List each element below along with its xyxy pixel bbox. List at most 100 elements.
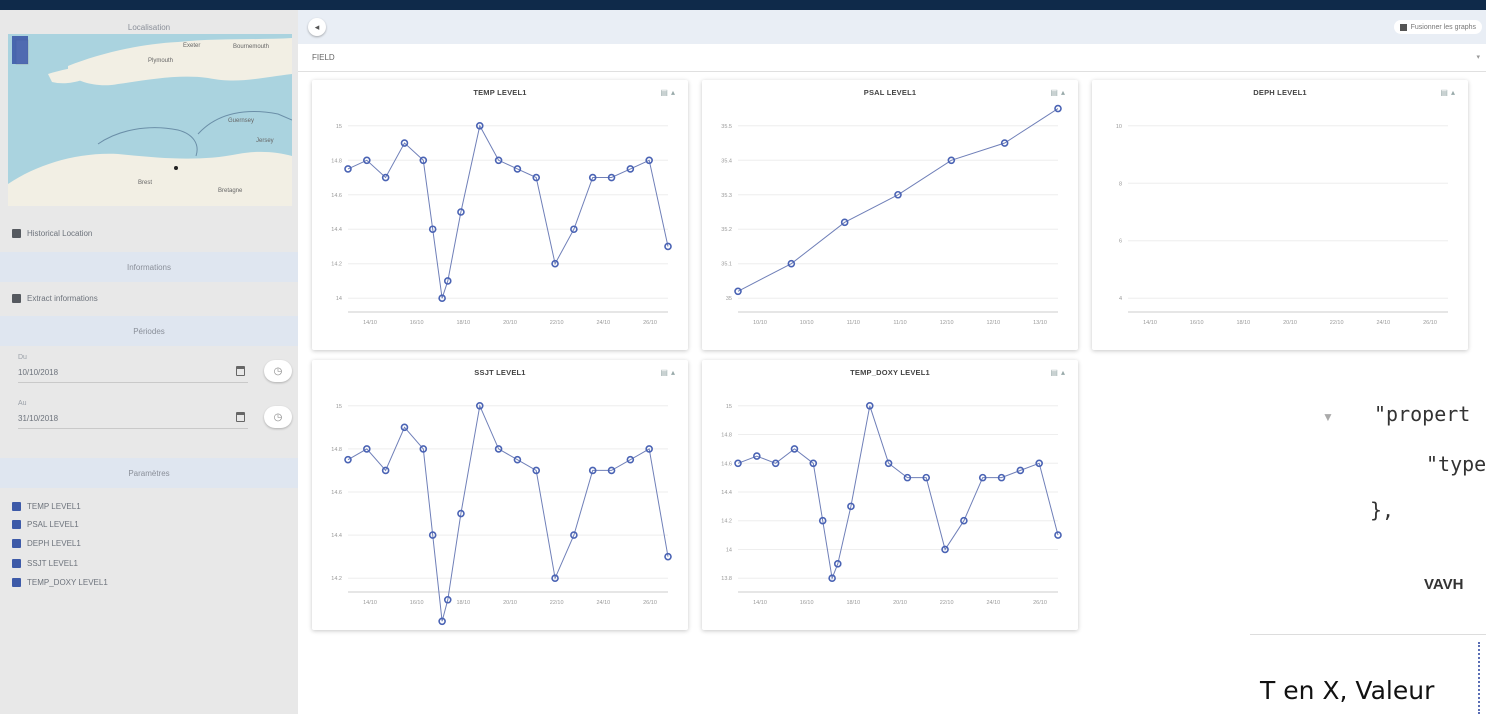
field-select[interactable]: FIELD ▾	[298, 44, 1486, 72]
data-point	[787, 259, 796, 268]
clock-icon[interactable]: ◷	[264, 360, 292, 382]
data-point	[1054, 531, 1062, 539]
chart-svg: 15 14.8 14.6 14.4 14.2 14/10 16/10 18/10 20/10 22…	[331, 401, 672, 626]
data-point	[428, 225, 437, 234]
data-point	[734, 287, 742, 296]
y-tick-label: 35.2	[721, 227, 732, 233]
date-from-field[interactable]: Du 10/10/2018 ◷	[14, 354, 292, 394]
map-label-7: Bretagne	[218, 188, 243, 194]
data-point	[664, 552, 672, 561]
data-point	[532, 173, 541, 182]
data-point	[381, 173, 390, 182]
chevron-down-icon[interactable]: ▾	[1476, 54, 1480, 61]
x-tick-label: 16/10	[800, 600, 814, 606]
y-tick-label: 14.2	[331, 576, 342, 582]
chart-svg: 10 8 6 4 14/10 16/10 18/10 20/10 22/10 24/10 26/10	[1116, 124, 1448, 326]
clock-icon[interactable]: ◷	[264, 406, 292, 428]
y-tick-label: 35.5	[721, 124, 732, 130]
data-point	[344, 455, 352, 464]
param-label: SSJT LEVEL1	[27, 558, 78, 568]
historical-checkbox[interactable]	[12, 228, 21, 238]
param-checkbox[interactable]	[12, 501, 21, 511]
x-tick-label: 20/10	[503, 600, 517, 606]
data-point	[494, 445, 503, 453]
location-map[interactable]: Exeter Plymouth Bournemouth Guernsey Jer…	[8, 34, 292, 206]
y-tick-label: 14.6	[331, 490, 342, 496]
x-tick-label: 12/10	[940, 320, 954, 326]
data-point	[840, 218, 849, 227]
chart-svg: 15 14.8 14.6 14.4 14.2 14 14/10 16/10 18/10 20/10…	[331, 121, 672, 326]
y-tick-label: 14	[336, 296, 342, 302]
map-zone-line	[97, 127, 198, 157]
data-point	[475, 121, 484, 130]
param-item[interactable]: DEPH LEVEL1	[0, 535, 298, 551]
extract-info-toggle[interactable]: Extract informations	[0, 287, 298, 309]
chevron-left-icon[interactable]: ◂	[308, 18, 326, 36]
param-checkbox[interactable]	[12, 558, 21, 568]
chart-tools[interactable]: ▤▴	[660, 368, 678, 377]
data-point	[833, 560, 842, 568]
chart-tools[interactable]: ▤▴	[1050, 88, 1068, 97]
calendar-icon[interactable]	[236, 412, 245, 422]
data-point	[457, 208, 465, 216]
param-label: TEMP LEVEL1	[27, 501, 81, 511]
param-item[interactable]: PSAL LEVEL1	[0, 516, 298, 532]
y-tick-label: 15	[336, 124, 342, 130]
param-checkbox[interactable]	[12, 577, 21, 587]
chart-title: SSJT LEVEL1	[474, 368, 526, 377]
chart-title: PSAL LEVEL1	[863, 88, 917, 97]
localisation-header: Localisation	[127, 22, 171, 32]
date-to-field[interactable]: Au 31/10/2018 ◷	[14, 400, 292, 440]
data-point	[588, 466, 597, 475]
data-point	[363, 156, 371, 165]
map-zoom-control-bg[interactable]	[12, 36, 28, 64]
data-point	[438, 294, 446, 303]
x-tick-label: 24/10	[1376, 320, 1390, 326]
y-tick-label: 4	[1119, 296, 1122, 302]
y-tick-label: 6	[1119, 239, 1122, 245]
data-point	[847, 502, 855, 511]
x-tick-label: 14/10	[753, 600, 767, 606]
y-tick-label: 14.4	[721, 490, 732, 496]
x-tick-label: 26/10	[643, 320, 657, 326]
x-tick-label: 18/10	[1236, 320, 1250, 326]
data-point	[997, 473, 1006, 482]
y-tick-label: 14.8	[721, 433, 732, 439]
extract-label: Extract informations	[27, 293, 98, 303]
chart-tools[interactable]: ▤▴	[1440, 88, 1458, 97]
x-tick-label: 12/10	[986, 320, 1000, 326]
x-tick-label: 18/10	[456, 320, 470, 326]
x-tick-label: 22/10	[550, 320, 564, 326]
x-tick-label: 13/10	[1033, 320, 1047, 326]
param-checkbox[interactable]	[12, 519, 21, 529]
data-point	[903, 473, 912, 482]
data-point	[588, 173, 597, 182]
date-to-value[interactable]: 31/10/2018	[18, 414, 59, 423]
data-point	[381, 466, 390, 475]
toggle-checkbox[interactable]	[1399, 23, 1407, 31]
x-tick-label: 18/10	[846, 600, 860, 606]
extract-checkbox[interactable]	[12, 293, 21, 303]
map-marker[interactable]	[174, 166, 178, 170]
chart-title: TEMP LEVEL1	[473, 88, 527, 97]
historical-location-toggle[interactable]: Historical Location	[0, 222, 298, 244]
periodes-header: Périodes	[0, 316, 298, 346]
x-tick-label: 22/10	[940, 600, 954, 606]
date-from-value[interactable]: 10/10/2018	[18, 368, 59, 377]
param-item[interactable]: TEMP_DOXY LEVEL1	[0, 574, 298, 590]
date-to-label: Au	[18, 400, 27, 407]
merge-graphs-toggle[interactable]: Fusionner les graphs	[1393, 20, 1482, 34]
main-toolbar: ◂ Fusionner les graphs	[298, 10, 1486, 44]
chart-tools[interactable]: ▤▴	[660, 88, 678, 97]
field-label: FIELD	[312, 53, 335, 62]
param-item[interactable]: TEMP LEVEL1	[0, 498, 298, 514]
param-checkbox[interactable]	[12, 538, 21, 548]
data-point	[513, 455, 522, 464]
data-point	[344, 165, 352, 173]
map-label-2: Plymouth	[148, 58, 173, 64]
param-item[interactable]: SSJT LEVEL1	[0, 555, 298, 571]
data-point	[884, 459, 893, 468]
calendar-icon[interactable]	[236, 366, 245, 376]
x-tick-label: 24/10	[596, 320, 610, 326]
chart-tools[interactable]: ▤▴	[1050, 368, 1068, 377]
